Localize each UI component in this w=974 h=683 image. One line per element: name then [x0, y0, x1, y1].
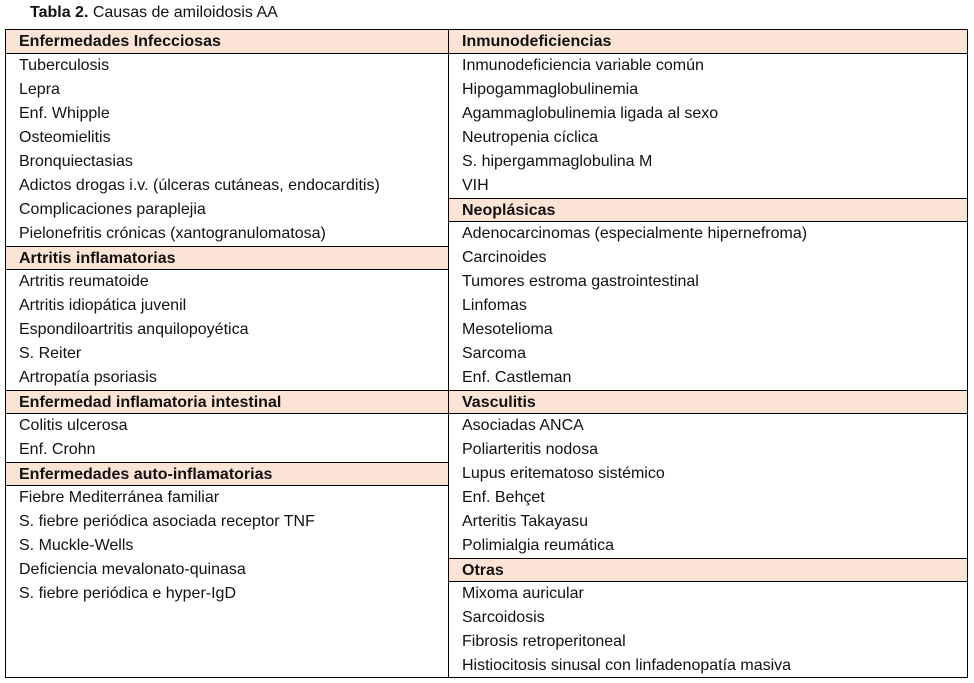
list-item: Hipogammaglobulinemia — [462, 81, 639, 98]
list-item: Complicaciones paraplejia — [19, 201, 206, 218]
list-item: Carcinoides — [462, 249, 547, 266]
table-caption: Tabla 2. Causas de amiloidosis AA — [30, 4, 278, 22]
caption-text: Causas de amiloidosis AA — [88, 4, 278, 21]
list-item: S. hipergammaglobulina M — [462, 153, 653, 170]
causes-table: Enfermedades Infecciosas Tuberculosis Lepr… — [5, 29, 968, 678]
list-item: Adenocarcinomas (especialmente hipernefr… — [462, 225, 808, 242]
list-item: VIH — [462, 177, 489, 194]
list-item: Tumores estroma gastrointestinal — [462, 273, 699, 290]
list-item: Fibrosis retroperitoneal — [462, 633, 626, 650]
list-item: Artritis reumatoide — [19, 273, 149, 290]
section-header: Vasculitis — [449, 390, 967, 414]
section-header: Artritis inflamatorias — [6, 246, 448, 270]
section-header: Neoplásicas — [449, 198, 967, 222]
list-item: Artropatía psoriasis — [19, 369, 157, 386]
list-item: Neutropenia cíclica — [462, 129, 599, 146]
list-item: S. fiebre periódica asociada receptor TN… — [19, 513, 315, 530]
list-item: S. Reiter — [19, 345, 82, 362]
list-item: Asociadas ANCA — [462, 417, 584, 434]
list-item: Bronquiectasias — [19, 153, 133, 170]
list-item: Polimialgia reumática — [462, 537, 615, 554]
section-header: Inmunodeficiencias — [449, 30, 967, 54]
list-item: S. Muckle-Wells — [19, 537, 134, 554]
list-item: Sarcoma — [462, 345, 527, 362]
list-item: Fiebre Mediterránea familiar — [19, 489, 220, 506]
list-item: Enf. Behçet — [462, 489, 545, 506]
list-item: Colitis ulcerosa — [19, 417, 128, 434]
list-item: Arteritis Takayasu — [462, 513, 588, 530]
list-item: S. fiebre periódica e hyper-IgD — [19, 585, 236, 602]
section-header: Enfermedades auto-inflamatorias — [6, 462, 448, 486]
list-item: Enf. Castleman — [462, 369, 572, 386]
section-header: Enfermedades Infecciosas — [6, 30, 448, 54]
list-item: Tuberculosis — [19, 57, 110, 74]
list-item: Sarcoidosis — [462, 609, 545, 626]
list-item: Osteomielitis — [19, 129, 111, 146]
list-item: Enf. Crohn — [19, 441, 96, 458]
list-item: Lupus eritematoso sistémico — [462, 465, 665, 482]
left-column: Enfermedades Infecciosas Tuberculosis Lepr… — [6, 30, 449, 677]
right-column: Inmunodeficiencias Inmunodeficiencia vari… — [449, 30, 967, 677]
section-header: Otras — [449, 558, 967, 582]
list-item: Mesotelioma — [462, 321, 553, 338]
list-item: Espondiloartritis anquilopoyética — [19, 321, 249, 338]
list-item: Agammaglobulinemia ligada al sexo — [462, 105, 719, 122]
section-header: Enfermedad inflamatoria intestinal — [6, 390, 448, 414]
list-item: Pielonefritis crónicas (xantogranulomato… — [19, 225, 326, 242]
caption-label: Tabla 2. — [30, 4, 89, 21]
list-item: Artritis idiopática juvenil — [19, 297, 187, 314]
list-item: Deficiencia mevalonato-quinasa — [19, 561, 246, 578]
list-item: Linfomas — [462, 297, 527, 314]
list-item: Adictos drogas i.v. (úlceras cutáneas, e… — [19, 177, 380, 194]
list-item: Mixoma auricular — [462, 585, 584, 602]
list-item: Poliarteritis nodosa — [462, 441, 599, 458]
list-item: Histiocitosis sinusal con linfadenopatía… — [462, 657, 792, 674]
list-item: Inmunodeficiencia variable común — [462, 57, 704, 74]
list-item: Lepra — [19, 81, 60, 98]
list-item: Enf. Whipple — [19, 105, 110, 122]
